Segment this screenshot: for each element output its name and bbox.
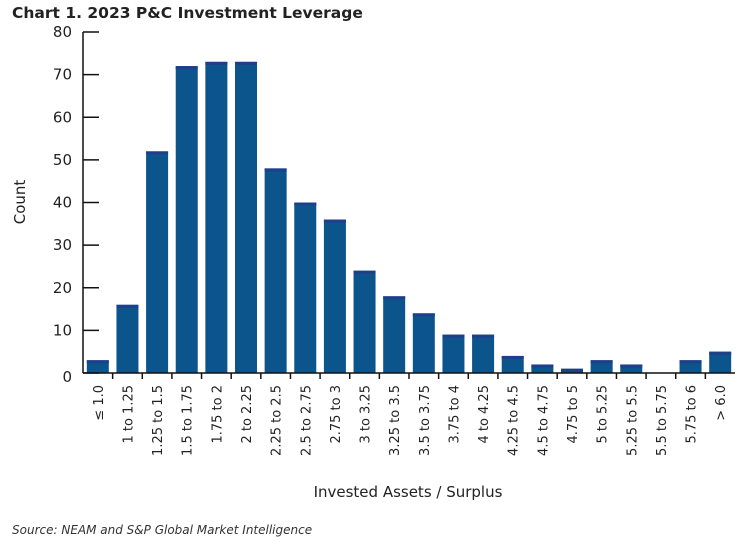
x-tick-label: 1.75 to 2 xyxy=(210,385,225,444)
x-tick-label: 1.5 to 1.75 xyxy=(181,385,196,456)
x-axis-label: Invested Assets / Surplus xyxy=(314,483,503,501)
bar-top-edge xyxy=(205,61,228,65)
bar-top-edge xyxy=(679,360,702,364)
y-tick-label: 30 xyxy=(53,236,72,254)
bar xyxy=(205,61,228,374)
bar-top-edge xyxy=(620,364,643,368)
x-tick-label: 3 to 3.25 xyxy=(359,385,374,444)
source-note: Source: NEAM and S&P Global Market Intel… xyxy=(12,523,313,537)
bar-top-edge xyxy=(561,368,583,372)
bar-top-edge xyxy=(86,360,109,364)
bar-top-edge xyxy=(501,355,524,359)
x-tick-label: ≤ 1.0 xyxy=(92,385,107,421)
bar-top-edge xyxy=(146,151,169,155)
bar xyxy=(709,351,732,373)
x-tick-label: 3.5 to 3.75 xyxy=(418,385,433,456)
x-tick-label: 4.75 to 5 xyxy=(566,385,581,444)
x-tick-label: > 6.0 xyxy=(714,385,729,421)
bar-top-edge xyxy=(412,313,435,317)
bar xyxy=(412,313,435,373)
y-tick-label: 60 xyxy=(53,108,72,126)
x-tick-label: 4 to 4.25 xyxy=(477,385,492,444)
x-tick-label: 3.25 to 3.5 xyxy=(388,385,403,456)
bar-top-edge xyxy=(294,202,317,206)
bar xyxy=(86,360,109,373)
bar-top-edge xyxy=(175,66,198,70)
y-tick-label: 80 xyxy=(53,23,72,41)
bar xyxy=(679,360,702,373)
bar xyxy=(294,202,317,373)
x-tick-label: 5.25 to 5.5 xyxy=(625,385,640,456)
bar xyxy=(383,296,406,373)
x-tick-label: 5 to 5.25 xyxy=(596,385,611,444)
bar xyxy=(620,364,643,373)
bar-top-edge xyxy=(709,351,732,355)
bar-top-edge xyxy=(590,360,613,364)
bar xyxy=(501,355,524,373)
x-tick-label: 1 to 1.25 xyxy=(121,385,136,444)
bar xyxy=(590,360,613,373)
y-tick-label: 40 xyxy=(53,194,72,212)
x-tick-label: 5.75 to 6 xyxy=(685,385,700,444)
bar xyxy=(323,219,346,373)
x-tick-label: 4.25 to 4.5 xyxy=(507,385,522,456)
bar-top-edge xyxy=(235,61,257,65)
bar-top-edge xyxy=(264,168,287,172)
bar-top-edge xyxy=(116,304,139,308)
y-tick-label: 10 xyxy=(53,321,72,339)
x-tick-label: 4.5 to 4.75 xyxy=(536,385,551,456)
bar xyxy=(175,66,198,373)
x-tick-label: 5.5 to 5.75 xyxy=(655,385,670,456)
bar-top-edge xyxy=(472,334,495,338)
x-tick-label: 2 to 2.25 xyxy=(240,385,255,444)
y-tick-label: 0 xyxy=(62,368,72,386)
y-tick-label: 70 xyxy=(53,66,72,84)
chart-title: Chart 1. 2023 P&C Investment Leverage xyxy=(12,4,363,22)
x-tick-label: 1.25 to 1.5 xyxy=(151,385,166,456)
bar-top-edge xyxy=(323,219,346,223)
y-tick-label: 50 xyxy=(53,151,72,169)
bar-top-edge xyxy=(383,296,406,300)
bar xyxy=(264,168,287,373)
y-tick-label: 20 xyxy=(53,279,72,297)
bar-top-edge xyxy=(353,270,376,274)
bar-top-edge xyxy=(442,334,465,338)
bar xyxy=(531,364,554,373)
x-tick-label: 2.75 to 3 xyxy=(329,385,344,444)
bar xyxy=(235,61,257,374)
x-tick-label: 2.25 to 2.5 xyxy=(270,385,285,456)
bar xyxy=(146,151,169,373)
y-axis-label: Count xyxy=(11,180,29,225)
bar xyxy=(472,334,495,373)
bar xyxy=(116,304,139,373)
x-tick-label: 3.75 to 4 xyxy=(447,385,462,444)
bar-top-edge xyxy=(531,364,554,368)
bar xyxy=(442,334,465,373)
x-tick-label: 2.5 to 2.75 xyxy=(299,385,314,456)
bar xyxy=(353,270,376,373)
